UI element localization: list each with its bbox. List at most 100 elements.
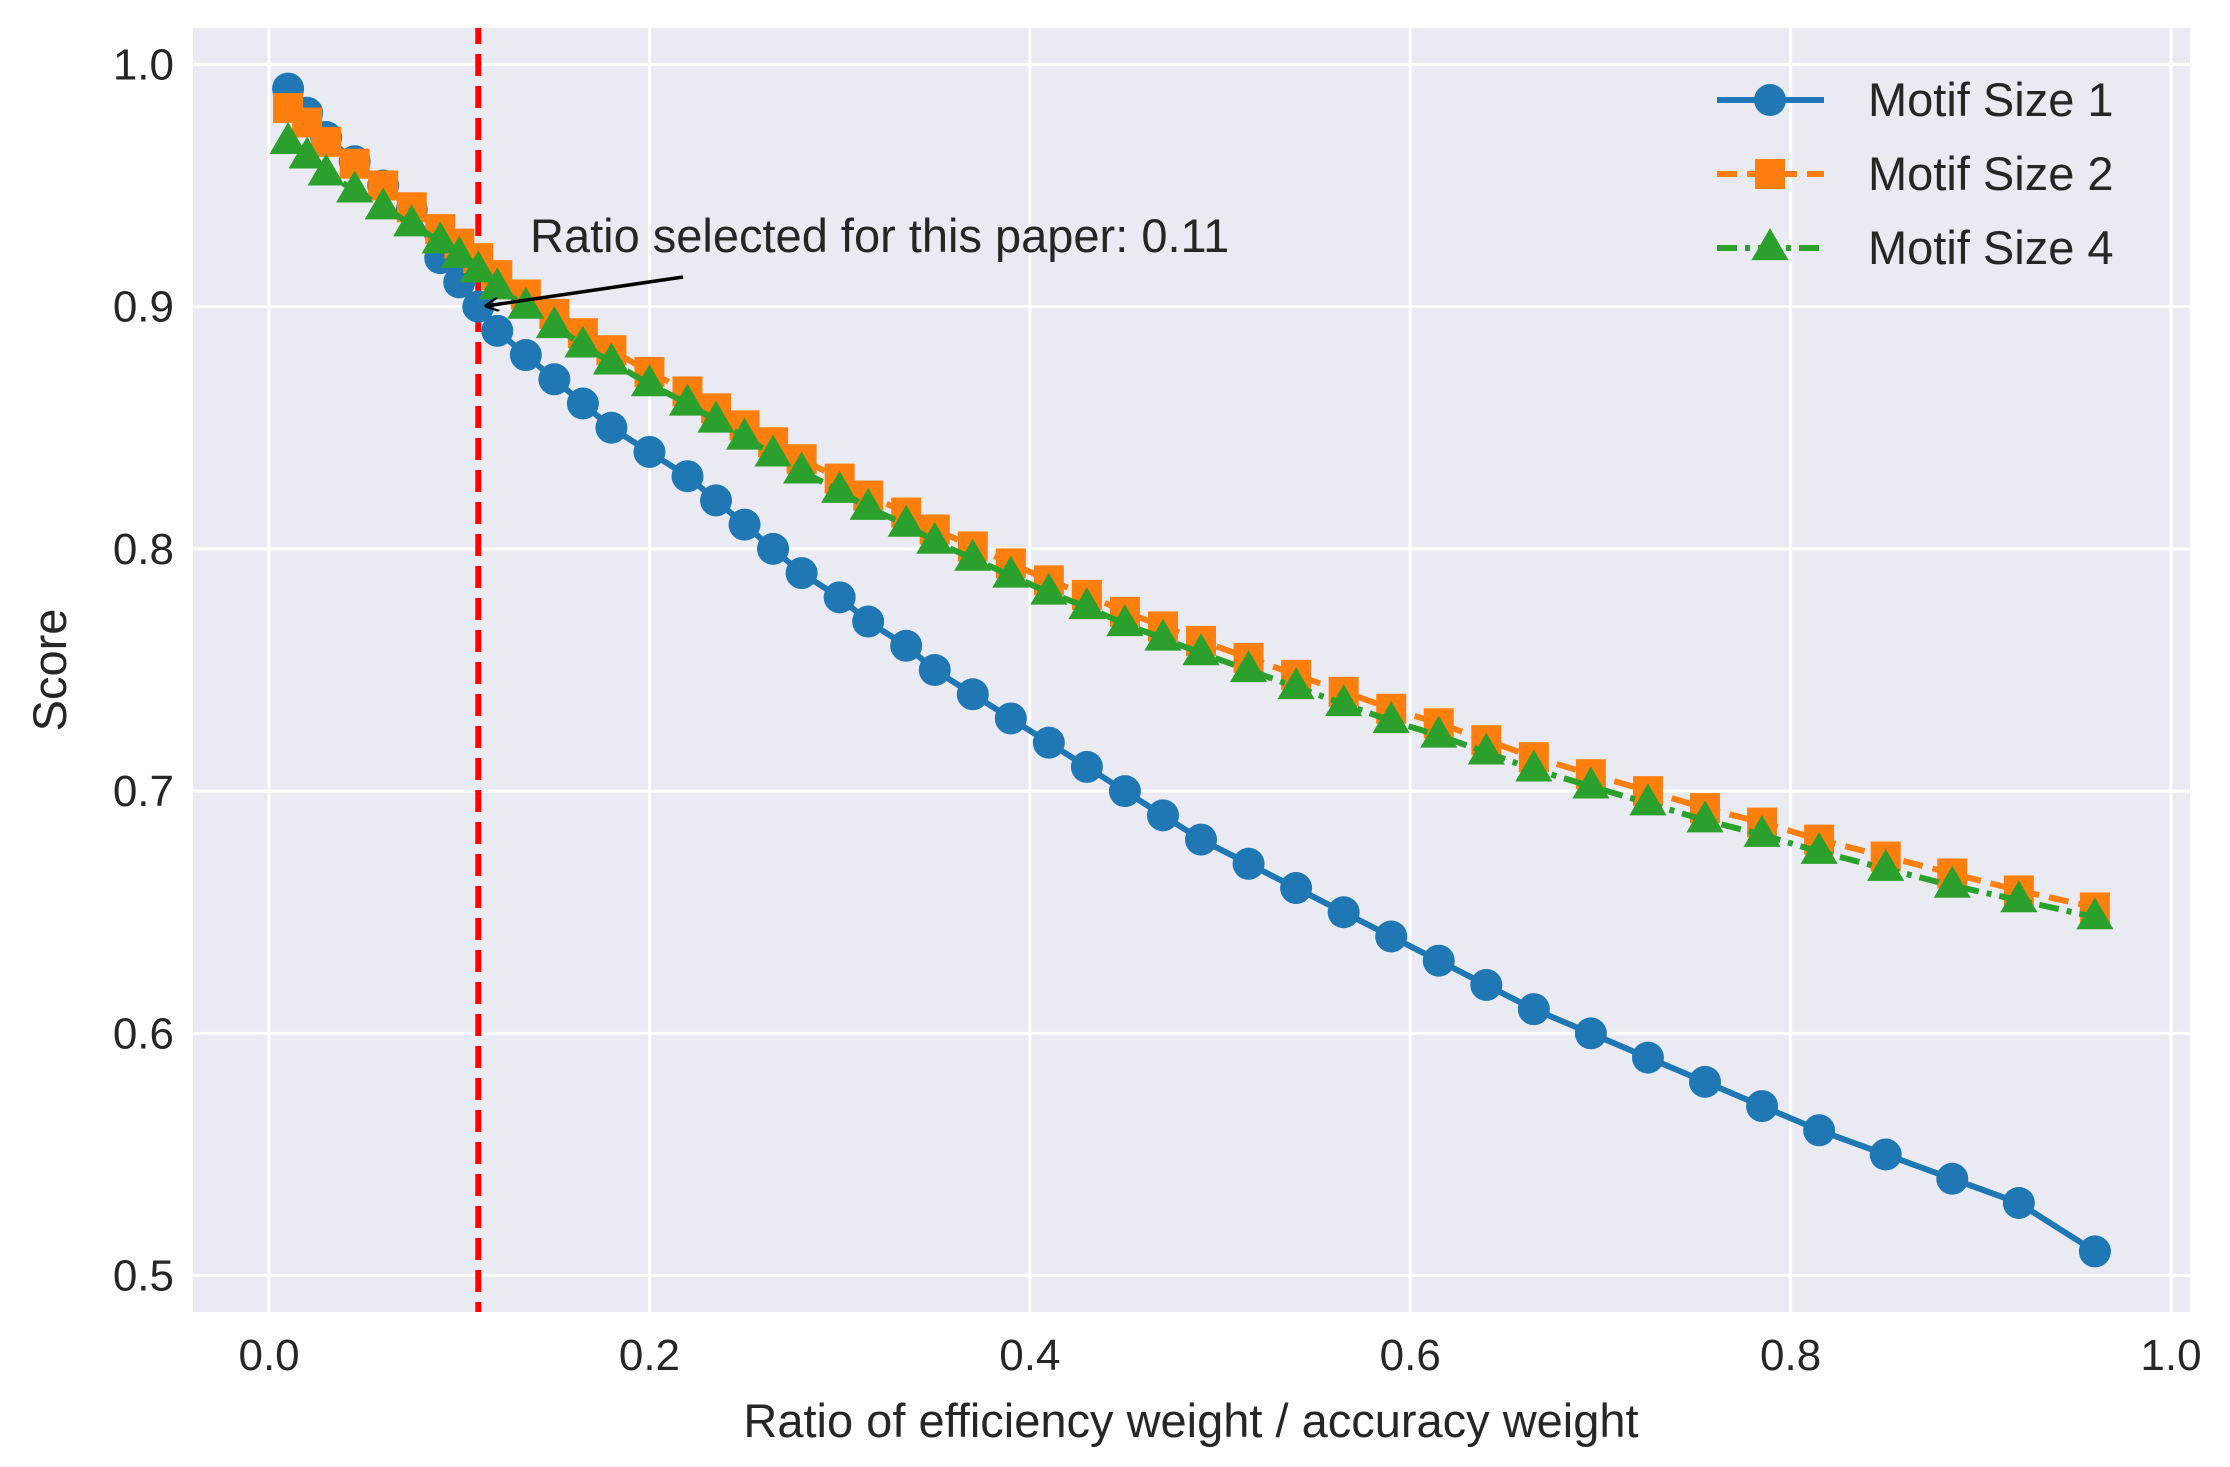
data-point bbox=[1936, 1162, 1969, 1195]
data-point bbox=[671, 460, 704, 493]
data-point bbox=[1422, 944, 1455, 977]
data-point bbox=[1280, 872, 1313, 905]
y-tick-label: 0.5 bbox=[113, 1252, 174, 1301]
data-point bbox=[1574, 1017, 1607, 1050]
data-point bbox=[668, 383, 707, 416]
data-point bbox=[757, 532, 790, 565]
data-point bbox=[1032, 726, 1065, 759]
data-point bbox=[852, 605, 885, 638]
data-point bbox=[507, 286, 545, 319]
data-point bbox=[1743, 814, 1781, 847]
legend-label: Motif Size 1 bbox=[1868, 73, 2114, 126]
x-tick-label: 0.4 bbox=[999, 1331, 1060, 1380]
data-point bbox=[700, 484, 733, 517]
data-point bbox=[1933, 865, 1971, 898]
data-point bbox=[1867, 848, 1905, 881]
data-point bbox=[311, 126, 342, 157]
legend: Motif Size 1 Motif Size 2 Motif Size 4 bbox=[1717, 73, 2114, 274]
data-point bbox=[1375, 920, 1408, 953]
data-point bbox=[1420, 715, 1458, 748]
y-ticks: 0.5 0.6 0.7 0.8 0.9 1.0 bbox=[113, 40, 174, 1300]
legend-entry-3: Motif Size 4 bbox=[1717, 221, 2114, 274]
data-point bbox=[592, 342, 630, 375]
data-point bbox=[1686, 800, 1724, 833]
data-point bbox=[992, 555, 1030, 588]
data-point bbox=[1631, 1041, 1664, 1074]
y-tick-label: 0.8 bbox=[113, 525, 174, 574]
data-point bbox=[754, 434, 792, 467]
legend-entry-1: Motif Size 1 bbox=[1717, 73, 2114, 126]
y-tick-label: 1.0 bbox=[113, 40, 174, 89]
x-ticks: 0.0 0.2 0.4 0.6 0.8 1.0 bbox=[238, 1331, 2201, 1380]
data-point bbox=[697, 400, 735, 433]
data-point bbox=[1070, 750, 1103, 783]
x-tick-label: 0.0 bbox=[238, 1331, 299, 1380]
data-point bbox=[2076, 897, 2114, 930]
data-point bbox=[1517, 993, 1550, 1026]
data-point bbox=[1327, 896, 1360, 929]
data-point bbox=[481, 314, 514, 347]
data-point bbox=[1108, 775, 1141, 808]
data-point bbox=[288, 136, 326, 169]
data-point bbox=[783, 451, 821, 484]
data-point bbox=[509, 339, 542, 372]
x-tick-label: 0.6 bbox=[1380, 1331, 1441, 1380]
data-point bbox=[1144, 618, 1182, 651]
data-point bbox=[1467, 732, 1505, 765]
x-tick-label: 1.0 bbox=[2140, 1331, 2201, 1380]
data-point bbox=[2078, 1235, 2111, 1268]
data-point bbox=[459, 250, 497, 283]
data-point bbox=[1515, 749, 1553, 782]
legend-entry-2: Motif Size 2 bbox=[1717, 147, 2114, 200]
data-point bbox=[364, 187, 402, 220]
x-tick-label: 0.8 bbox=[1760, 1331, 1821, 1380]
legend-swatch-marker bbox=[1751, 228, 1789, 261]
data-point bbox=[1232, 847, 1265, 880]
y-tick-label: 0.7 bbox=[113, 767, 174, 816]
data-point bbox=[595, 411, 628, 444]
grid bbox=[193, 28, 2190, 1312]
data-point bbox=[1803, 1114, 1836, 1147]
legend-label: Motif Size 2 bbox=[1868, 147, 2114, 200]
data-point bbox=[887, 504, 925, 537]
data-point bbox=[916, 521, 954, 554]
data-point bbox=[538, 363, 571, 396]
data-point bbox=[1689, 1065, 1722, 1098]
data-point bbox=[566, 387, 599, 420]
y-axis-label: Score bbox=[23, 609, 76, 732]
plot-background bbox=[193, 28, 2190, 1312]
legend-label: Motif Size 4 bbox=[1868, 221, 2114, 274]
data-point bbox=[307, 153, 345, 186]
data-point bbox=[1229, 650, 1268, 683]
data-point bbox=[630, 364, 669, 397]
data-point bbox=[994, 702, 1027, 735]
data-point bbox=[785, 557, 818, 590]
data-point bbox=[1746, 1090, 1779, 1123]
data-point bbox=[393, 204, 431, 237]
legend-swatch-marker bbox=[1754, 84, 1786, 116]
data-point bbox=[1629, 783, 1667, 816]
annotation-group: Ratio selected for this paper: 0.11 bbox=[486, 209, 1229, 306]
data-point bbox=[918, 654, 951, 686]
x-tick-label: 0.2 bbox=[619, 1331, 680, 1380]
data-point bbox=[1146, 799, 1179, 832]
legend-swatch-marker bbox=[1755, 159, 1785, 189]
data-point bbox=[1800, 831, 1838, 864]
data-point bbox=[2002, 1186, 2035, 1219]
y-tick-label: 0.6 bbox=[113, 1009, 174, 1058]
data-point bbox=[725, 417, 764, 450]
data-point bbox=[1325, 684, 1363, 717]
data-point bbox=[633, 435, 666, 468]
data-point bbox=[1185, 823, 1218, 856]
series-3 bbox=[269, 122, 2114, 930]
data-point bbox=[890, 629, 923, 662]
annotation-arrow bbox=[486, 275, 684, 306]
data-point bbox=[1068, 587, 1106, 620]
data-point bbox=[728, 508, 761, 541]
data-point bbox=[1182, 633, 1220, 666]
x-axis-label: Ratio of efficiency weight / accuracy we… bbox=[743, 1394, 1638, 1447]
annotation-text: Ratio selected for this paper: 0.11 bbox=[530, 209, 1229, 262]
data-point bbox=[954, 538, 992, 571]
data-point bbox=[440, 235, 478, 268]
